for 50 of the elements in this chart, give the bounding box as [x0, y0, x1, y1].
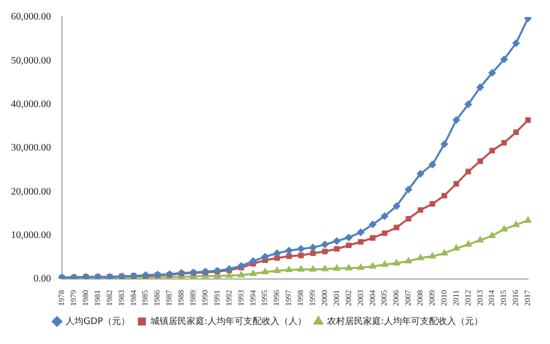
x-tick-label: 2010 [439, 290, 448, 306]
y-tick-label: 20,000.00 [11, 186, 51, 198]
x-tick-label: 1992 [224, 290, 234, 306]
x-tick-label: 1982 [104, 290, 114, 306]
x-tick-label: 2013 [475, 290, 484, 306]
y-tick-label: 60,000.00 [11, 12, 51, 23]
x-tick-label: 1995 [260, 290, 270, 306]
x-tick-label: 1991 [212, 290, 222, 306]
legend-label: 人均GDP（元） [66, 316, 130, 327]
x-tick-label: 2015 [499, 290, 508, 306]
x-tick-label: 2000 [320, 290, 329, 306]
x-tick-label: 1989 [188, 290, 198, 306]
legend-label: 城镇居民家庭:人均年可支配收入（人） [149, 316, 306, 327]
x-tick-label: 1981 [92, 290, 102, 306]
x-tick-label: 1994 [248, 290, 258, 306]
x-tick-label: 2002 [344, 290, 353, 306]
x-tick-label: 1985 [140, 290, 150, 306]
x-tick-label: 1979 [69, 290, 78, 306]
legend-label: 农村居民家庭:人均年可支配收入（元） [326, 316, 483, 327]
x-tick-label: 2014 [487, 290, 496, 306]
x-tick-label: 1987 [164, 290, 174, 306]
x-tick-label: 2017 [523, 290, 532, 306]
x-tick-label: 2004 [368, 290, 377, 306]
y-tick-label: 50,000.00 [11, 55, 51, 66]
x-tick-label: 2001 [332, 290, 341, 306]
x-tick-label: 1984 [128, 290, 138, 306]
x-tick-label: 1978 [57, 290, 66, 306]
x-tick-label: 2006 [392, 290, 401, 306]
x-tick-label: 1983 [116, 290, 126, 306]
y-tick-label: 40,000.00 [11, 98, 51, 110]
x-tick-label: 2012 [463, 290, 472, 306]
x-tick-label: 2016 [511, 290, 520, 306]
x-tick-label: 2005 [380, 290, 389, 306]
y-tick-label: 30,000.00 [11, 142, 51, 154]
x-tick-label: 1980 [80, 290, 90, 306]
x-tick-label: 1990 [200, 290, 210, 306]
x-tick-label: 1997 [284, 290, 294, 306]
y-tick-label: 0.00 [34, 274, 51, 285]
x-tick-label: 2011 [451, 290, 460, 306]
x-tick-label: 1993 [236, 290, 246, 306]
x-tick-label: 1986 [152, 290, 162, 306]
x-tick-label: 1988 [176, 290, 186, 306]
x-tick-label: 2009 [428, 290, 437, 306]
x-tick-label: 1996 [272, 290, 282, 306]
x-tick-label: 2007 [404, 290, 413, 306]
x-tick-label: 1998 [296, 290, 306, 306]
x-tick-label: 1999 [308, 290, 318, 306]
x-tick-label: 2008 [416, 290, 425, 306]
y-tick-label: 10,000.00 [11, 230, 51, 241]
x-tick-label: 2003 [356, 290, 365, 306]
